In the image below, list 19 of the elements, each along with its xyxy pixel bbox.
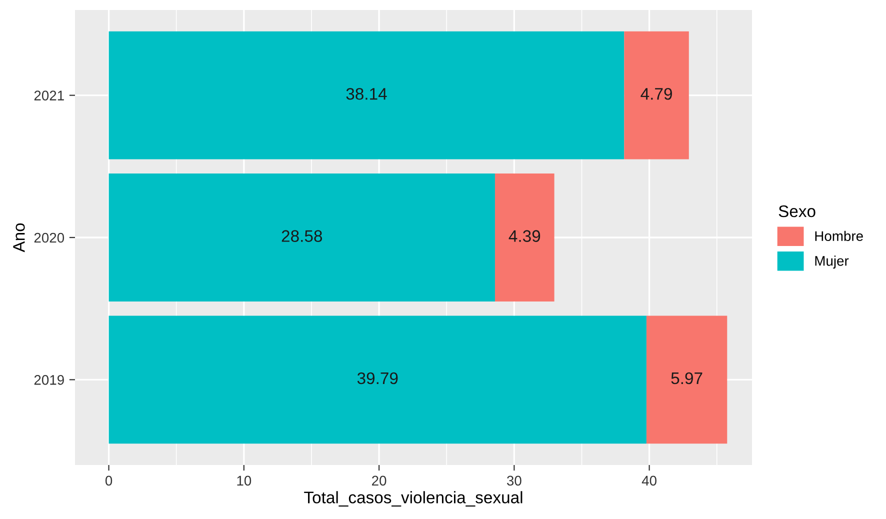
- y-tick-label: 2021: [34, 90, 64, 100]
- x-tick-label: 20: [372, 476, 386, 486]
- legend-label: Mujer: [815, 256, 849, 269]
- data-label: 5.97: [671, 372, 702, 384]
- data-label: 38.14: [346, 88, 387, 100]
- x-tick-label: 30: [506, 476, 522, 486]
- x-tick-label: 40: [642, 476, 656, 486]
- y-tick-label: 2020: [34, 232, 64, 243]
- data-label: 39.79: [357, 372, 398, 384]
- data-label: 4.39: [508, 230, 540, 242]
- x-axis-title: Total_casos_violencia_sexual: [304, 491, 522, 507]
- x-tick-label: 10: [237, 476, 252, 486]
- legend-title: Sexo: [778, 205, 816, 218]
- data-label: 28.58: [282, 230, 322, 242]
- data-label: 4.79: [640, 88, 672, 100]
- y-tick-label: 2019: [34, 375, 64, 385]
- legend-label: Hombre: [815, 230, 863, 242]
- y-axis-title: Ano: [13, 223, 25, 252]
- x-tick-label: 0: [105, 476, 112, 486]
